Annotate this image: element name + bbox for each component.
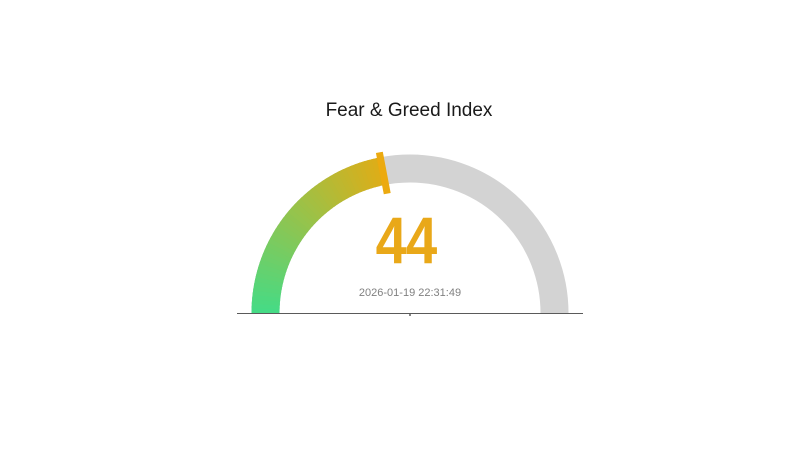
- gauge-timestamp: 2026-01-19 22:31:49: [358, 287, 462, 299]
- gauge-value: 44: [375, 203, 438, 277]
- chart-title: Fear & Greed Index: [325, 100, 493, 121]
- gauge-needle: [375, 151, 391, 195]
